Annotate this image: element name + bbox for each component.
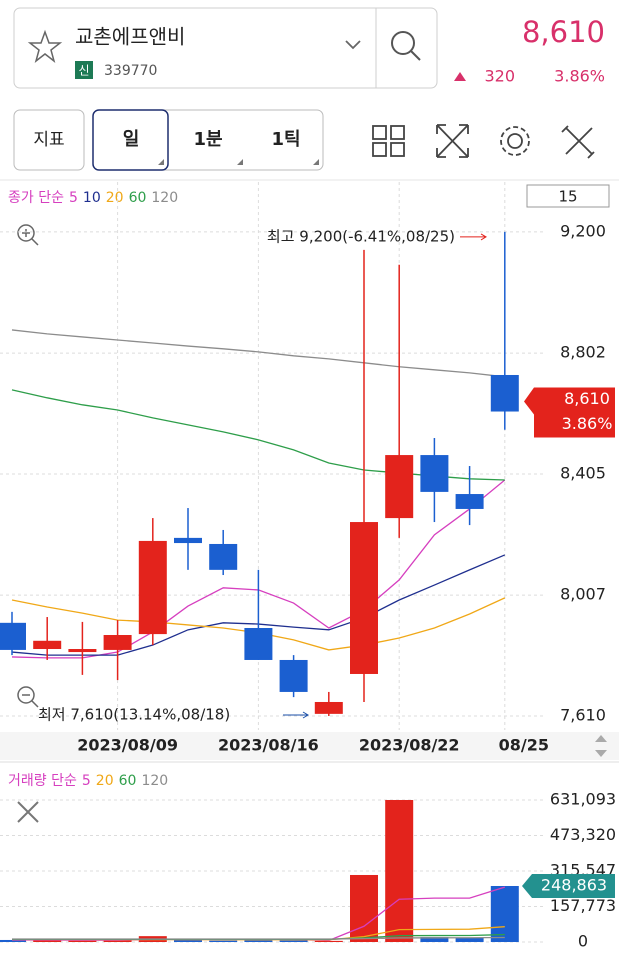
price-change-pct: 3.86% — [554, 67, 605, 86]
volume-bar — [103, 940, 132, 942]
corner-marks — [158, 159, 319, 165]
volume-bar — [244, 940, 273, 942]
volume-bar — [350, 874, 378, 942]
up-arrow — [454, 72, 466, 81]
candle-body — [385, 455, 414, 519]
legend: 거래량 단순 5 20 60 120 — [8, 773, 168, 789]
legend-entry: 10 — [83, 190, 101, 206]
legend-entry: 20 — [106, 190, 124, 206]
x-tick-label: 2023/08/22 — [359, 736, 460, 755]
x-tick-label: 08/25 — [499, 736, 549, 755]
volume-bar — [314, 940, 343, 942]
volume-bar — [174, 939, 202, 942]
stock-box[interactable] — [13, 7, 438, 89]
price-tag — [524, 387, 615, 438]
close-icon[interactable] — [17, 801, 39, 823]
candle-body — [314, 701, 343, 714]
candle-body — [455, 494, 484, 509]
y-tick-label: 9,200 — [560, 221, 606, 240]
search-icon[interactable] — [391, 31, 415, 55]
y-tick-label: 473,320 — [550, 825, 616, 844]
price-change: 320 — [484, 67, 515, 86]
volume-bar — [0, 939, 26, 942]
annotation-arrow — [283, 711, 309, 719]
stock-name: 교촌에프앤비 — [75, 25, 185, 49]
scroll-icon[interactable] — [595, 735, 607, 757]
y-tick-label: 8,405 — [560, 463, 606, 482]
candle-body — [103, 635, 132, 650]
period-minute[interactable]: 1분 — [193, 129, 222, 150]
price-tag-label: 8,610 — [564, 389, 610, 408]
candle-body — [420, 455, 449, 492]
legend-entry: 20 — [96, 773, 114, 789]
y-tick-label: 631,093 — [550, 789, 616, 808]
legend-entry: 60 — [129, 190, 147, 206]
y-tick-label: 7,610 — [560, 705, 606, 724]
value-label: 248,863 — [541, 875, 607, 894]
y-tick-label: 0 — [578, 931, 588, 950]
annotation: 최고 9,200(-6.41%,08/25) — [267, 227, 455, 245]
y-tick-label: 8,802 — [560, 343, 606, 362]
volume-bar — [279, 940, 308, 942]
search-icon-handle — [410, 50, 421, 61]
candle-body — [350, 522, 378, 674]
annotation: 최저 7,610(13.14%,08/18) — [38, 705, 230, 723]
volume-bar — [420, 937, 449, 942]
value-tag — [522, 873, 615, 898]
indicator-button[interactable] — [13, 109, 85, 171]
volume-bar — [455, 937, 484, 942]
x-tick-label: 2023/08/09 — [77, 736, 178, 755]
legend-entry: 5 — [82, 773, 91, 789]
candle-body — [68, 649, 97, 653]
candle-body — [0, 622, 26, 650]
visible-count: 15 — [558, 188, 577, 206]
ma-line — [12, 936, 505, 940]
period-selected[interactable] — [92, 109, 169, 171]
legend-label: 종가 단순 — [8, 190, 64, 206]
ma-line — [12, 886, 505, 942]
zoom-icons[interactable] — [17, 224, 39, 708]
indicator-label: 지표 — [33, 130, 64, 150]
badge — [75, 61, 93, 79]
toolbar-icons[interactable] — [372, 124, 595, 159]
legend-entry: 60 — [119, 773, 137, 789]
ma-line — [11, 329, 505, 378]
badge-text: 신 — [78, 64, 89, 78]
annotation-arrow — [460, 233, 487, 241]
x-tick-label: 2023/08/16 — [218, 736, 319, 755]
candle-body — [33, 640, 62, 650]
dropdown-icon[interactable] — [345, 40, 361, 50]
period-day[interactable]: 일 — [123, 129, 140, 150]
legend: 종가 단순 5 10 20 60 120 — [8, 190, 178, 206]
candle-body — [209, 543, 238, 570]
candle-body — [244, 628, 273, 660]
y-tick-label: 157,773 — [550, 896, 616, 915]
period-tick[interactable]: 1틱 — [271, 129, 300, 150]
current-price: 8,610 — [522, 15, 605, 49]
candle-body — [174, 537, 202, 544]
legend-entry: 5 — [69, 190, 78, 206]
count-box[interactable] — [526, 184, 610, 208]
volume-bar — [33, 940, 62, 942]
volume-bar — [490, 885, 519, 942]
candle-body — [490, 374, 519, 412]
price-tag-change: 3.86% — [562, 414, 613, 433]
legend-label: 거래량 단순 — [8, 773, 77, 789]
y-tick-label: 8,007 — [560, 585, 606, 604]
favorite-icon[interactable] — [27, 29, 63, 63]
legend-entry: 120 — [151, 190, 178, 206]
candle-body — [279, 659, 308, 692]
stock-code: 339770 — [104, 63, 157, 79]
volume-bar — [68, 940, 97, 942]
volume-bar — [209, 940, 238, 942]
x-axis-band — [0, 732, 619, 760]
legend-entry: 120 — [141, 773, 168, 789]
candle-body — [138, 540, 167, 635]
volume-bar — [385, 799, 414, 942]
